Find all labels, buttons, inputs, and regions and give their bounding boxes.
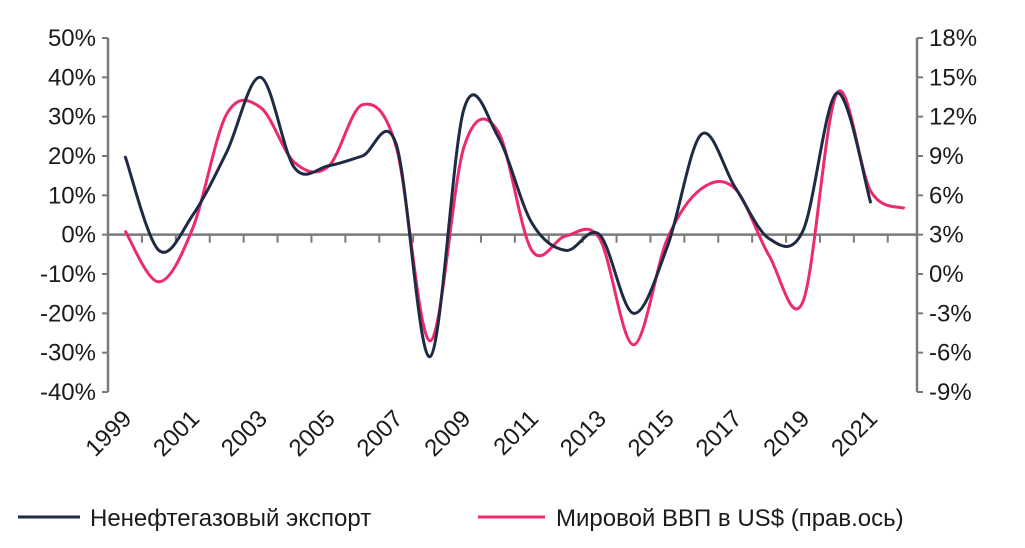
right-tick-label: 0%	[929, 261, 964, 288]
axes	[106, 38, 919, 392]
x-tick-label: 2021	[826, 405, 883, 462]
left-tick-label: -40%	[40, 379, 96, 406]
right-tick-label: 18%	[929, 25, 977, 52]
x-tick-label: 2007	[352, 405, 409, 462]
left-tick-label: 0%	[61, 222, 96, 249]
left-tick-label: -10%	[40, 261, 96, 288]
series-line-0	[123, 75, 873, 359]
x-tick-label: 2015	[623, 405, 680, 462]
legend-label-series-1: Мировой ВВП в US$ (прав.ось)	[556, 505, 904, 532]
left-tick-label: 10%	[48, 182, 96, 209]
right-tick-label: -9%	[929, 379, 972, 406]
right-tick-label: 15%	[929, 64, 977, 91]
right-tick-label: 9%	[929, 143, 964, 170]
x-tick-label: 1999	[80, 405, 137, 462]
series-line-1	[123, 89, 906, 347]
left-tick-label: -30%	[40, 340, 96, 367]
right-tick-label: 6%	[929, 182, 964, 209]
x-tick-label: 2001	[148, 405, 205, 462]
left-tick-label: -20%	[40, 300, 96, 327]
right-tick-label: -6%	[929, 340, 972, 367]
right-tick-label: 3%	[929, 222, 964, 249]
left-tick-label: 40%	[48, 64, 96, 91]
x-tick-label: 2005	[284, 405, 341, 462]
x-tick-label: 2011	[488, 405, 544, 461]
left-axis-ticks: 50% 40% 30% 20% 10% 0% -10% -20% -30% -40%	[40, 25, 108, 406]
x-tick-label: 2013	[555, 405, 612, 462]
x-tick-label: 2003	[216, 405, 273, 462]
x-tick-label: 2017	[691, 405, 748, 462]
x-tick-label: 2019	[758, 405, 815, 462]
left-tick-label: 30%	[48, 104, 96, 131]
right-tick-label: -3%	[929, 300, 972, 327]
left-tick-label: 20%	[48, 143, 96, 170]
left-tick-label: 50%	[48, 25, 96, 52]
x-axis-ticks: 1999 2001 2003 2005 2007 2009 2011 2013 2015 2017…	[80, 234, 889, 462]
x-tick-label: 2009	[419, 405, 476, 462]
right-axis-ticks: 18% 15% 12% 9% 6% 3% 0% -3% -6% -9%	[917, 25, 977, 406]
series-lines	[123, 75, 906, 359]
right-tick-label: 12%	[929, 104, 977, 131]
legend-label-series-0: Ненефтегазовый экспорт	[90, 505, 371, 532]
legend: Ненефтегазовый экспорт Мировой ВВП в US$…	[18, 505, 904, 532]
